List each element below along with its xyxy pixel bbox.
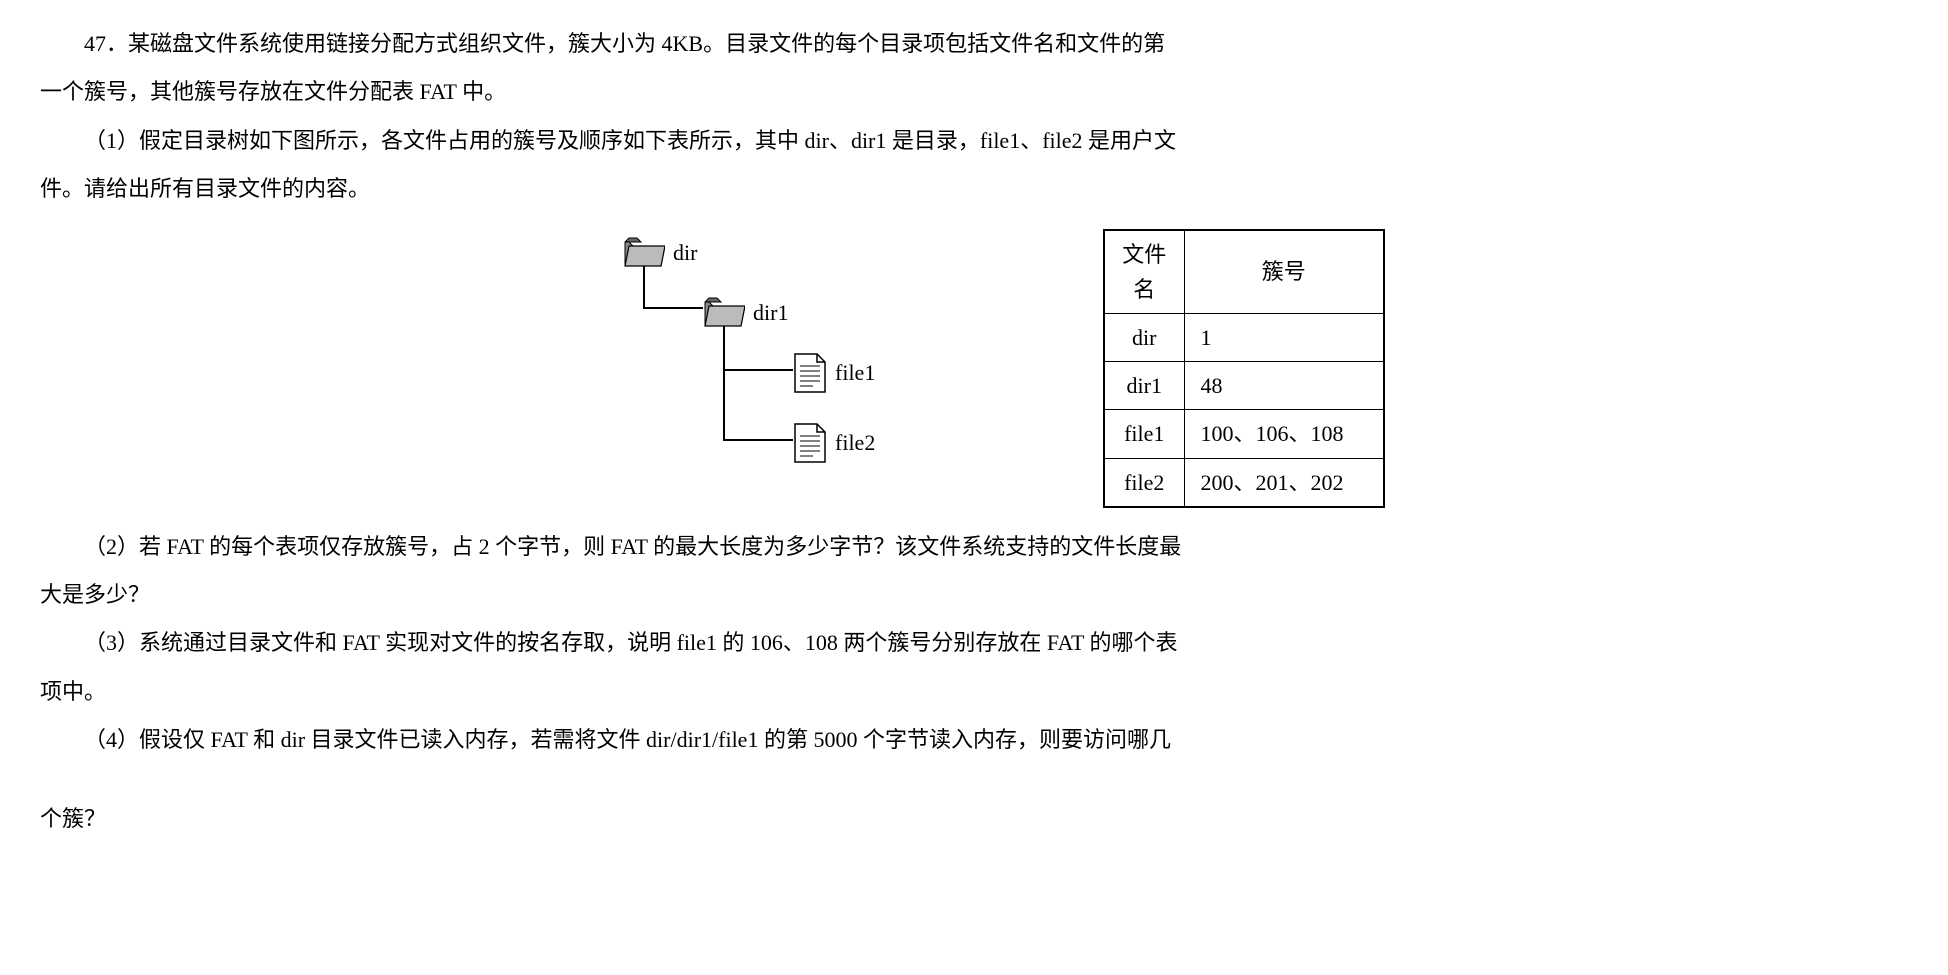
table-row: dir1 48: [1104, 362, 1384, 410]
file-icon: [793, 422, 827, 464]
q2-text-1: （2）若 FAT 的每个表项仅存放簇号，占 2 个字节，则 FAT 的最大长度为…: [84, 534, 1181, 559]
tree-label-file2: file2: [835, 419, 875, 467]
table-header-filename: 文件名: [1104, 230, 1184, 314]
figure-area: dir dir1: [40, 229, 1908, 508]
q1-text-2: 件。请给出所有目录文件的内容。: [40, 176, 370, 201]
q1-text-1: （1）假定目录树如下图所示，各文件占用的簇号及顺序如下表所示，其中 dir、di…: [84, 128, 1176, 153]
tree-line: [643, 307, 703, 309]
q3-text-1: （3）系统通过目录文件和 FAT 实现对文件的按名存取，说明 file1 的 1…: [84, 630, 1178, 655]
q4-text-2: 个簇？: [40, 806, 106, 831]
table-row: file2 200、201、202: [1104, 458, 1384, 507]
cluster-table: 文件名 簇号 dir 1 dir1 48 file1 100、106、108 f…: [1103, 229, 1385, 508]
q3-paragraph-2: 项中。: [40, 668, 1908, 716]
q3-text-2: 项中。: [40, 679, 106, 704]
tree-node-dir1: dir1: [703, 289, 788, 337]
table-cell-clusters: 48: [1184, 362, 1384, 410]
table-cell-name: file2: [1104, 458, 1184, 507]
q3-paragraph-1: （3）系统通过目录文件和 FAT 实现对文件的按名存取，说明 file1 的 1…: [40, 619, 1908, 667]
tree-node-file1: file1: [793, 349, 875, 397]
q4-text-1: （4）假设仅 FAT 和 dir 目录文件已读入内存，若需将文件 dir/dir…: [84, 727, 1171, 752]
q2-paragraph-2: 大是多少？: [40, 571, 1908, 619]
table-header-row: 文件名 簇号: [1104, 230, 1384, 314]
intro-text-2: 一个簇号，其他簇号存放在文件分配表 FAT 中。: [40, 79, 506, 104]
intro-paragraph-1: 47．某磁盘文件系统使用链接分配方式组织文件，簇大小为 4KB。目录文件的每个目…: [40, 20, 1908, 68]
q1-paragraph-1: （1）假定目录树如下图所示，各文件占用的簇号及顺序如下表所示，其中 dir、di…: [40, 117, 1908, 165]
table-cell-clusters: 1: [1184, 313, 1384, 361]
tree-node-file2: file2: [793, 419, 875, 467]
q4-paragraph-2: 个簇？: [40, 795, 1908, 843]
table-cell-clusters: 200、201、202: [1184, 458, 1384, 507]
intro-paragraph-2: 一个簇号，其他簇号存放在文件分配表 FAT 中。: [40, 68, 1908, 116]
tree-label-dir: dir: [673, 229, 697, 277]
q2-text-2: 大是多少？: [40, 582, 150, 607]
tree-line: [723, 369, 793, 371]
q1-paragraph-2: 件。请给出所有目录文件的内容。: [40, 165, 1908, 213]
tree-line: [723, 439, 793, 441]
tree-label-dir1: dir1: [753, 289, 788, 337]
directory-tree-diagram: dir dir1: [563, 229, 923, 489]
intro-text-1: 某磁盘文件系统使用链接分配方式组织文件，簇大小为 4KB。目录文件的每个目录项包…: [128, 31, 1165, 56]
file-icon: [793, 352, 827, 394]
tree-node-dir: dir: [623, 229, 697, 277]
table-header-cluster: 簇号: [1184, 230, 1384, 314]
folder-icon: [623, 236, 665, 270]
folder-icon: [703, 296, 745, 330]
tree-line: [723, 323, 725, 439]
q2-paragraph-1: （2）若 FAT 的每个表项仅存放簇号，占 2 个字节，则 FAT 的最大长度为…: [40, 523, 1908, 571]
tree-label-file1: file1: [835, 349, 875, 397]
q4-paragraph-1: （4）假设仅 FAT 和 dir 目录文件已读入内存，若需将文件 dir/dir…: [40, 716, 1908, 764]
table-cell-name: dir1: [1104, 362, 1184, 410]
table-row: dir 1: [1104, 313, 1384, 361]
table-cell-name: file1: [1104, 410, 1184, 458]
question-number: 47．: [84, 31, 128, 56]
table-row: file1 100、106、108: [1104, 410, 1384, 458]
table-cell-clusters: 100、106、108: [1184, 410, 1384, 458]
table-cell-name: dir: [1104, 313, 1184, 361]
